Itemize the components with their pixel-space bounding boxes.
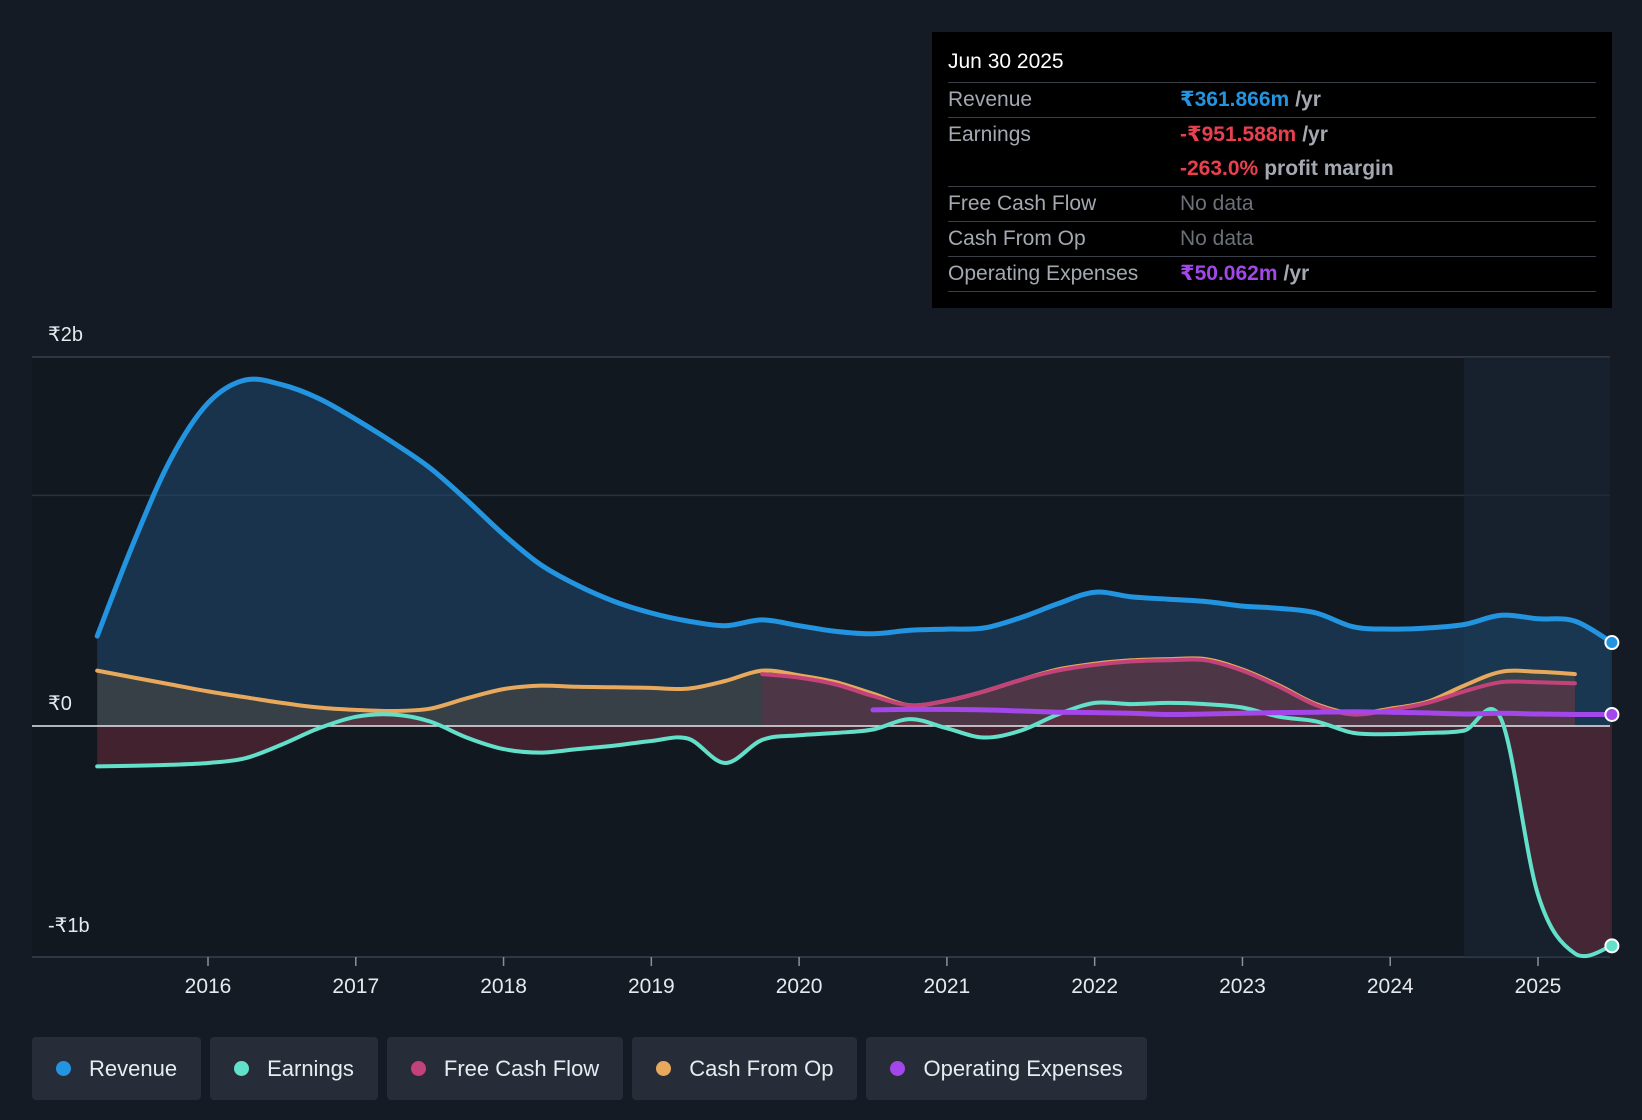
x-tick-label-2016: 2016	[185, 975, 232, 998]
x-tick-label-2019: 2019	[628, 975, 675, 998]
tooltip-row-earnings: Earnings -₹951.588m /yr	[948, 118, 1596, 152]
legend-item-cfo[interactable]: Cash From Op	[632, 1037, 858, 1100]
legend-label-earnings: Earnings	[267, 1055, 354, 1081]
tooltip-opex-value: ₹50.062m	[1180, 262, 1278, 285]
earnings-endpoint	[1604, 938, 1620, 954]
y-tick-label-top: ₹2b	[48, 324, 83, 346]
revenue-area	[97, 379, 1612, 726]
tooltip-opex-unit: /yr	[1283, 262, 1310, 285]
tooltip-fcf-label: Free Cash Flow	[948, 192, 1097, 215]
legend-dot-fcf-icon	[410, 1061, 426, 1076]
tooltip-row-opex: Operating Expenses ₹50.062m /yr	[948, 257, 1596, 292]
operating-expenses-endpoint	[1604, 706, 1620, 722]
operating-expenses-line	[870, 706, 1615, 718]
revenue-line	[94, 376, 1615, 645]
tooltip-revenue-label: Revenue	[948, 88, 1033, 111]
y-axis-labels: ₹2b ₹0 -₹1b	[48, 324, 90, 937]
legend-dot-revenue-icon	[56, 1061, 71, 1076]
tooltip-row-fcf: Free Cash Flow No data	[948, 187, 1596, 222]
x-tick-label-2017: 2017	[332, 975, 379, 998]
tooltip-margin-unit: profit margin	[1264, 157, 1394, 180]
legend-item-revenue[interactable]: Revenue	[32, 1037, 202, 1100]
x-tick-label-2021: 2021	[924, 975, 971, 998]
legend-dot-cfo-icon	[656, 1061, 672, 1076]
tooltip-earnings-value: -₹951.588m	[1180, 123, 1297, 146]
x-tick-label-2025: 2025	[1515, 975, 1562, 998]
series-endpoints	[1604, 635, 1620, 954]
legend-label-fcf: Free Cash Flow	[443, 1055, 600, 1081]
y-tick-label-bottom: -₹1b	[48, 915, 90, 937]
x-tick-label-2018: 2018	[480, 975, 527, 998]
y-tick-label-zero: ₹0	[48, 693, 72, 715]
legend-label-cfo: Cash From Op	[689, 1055, 834, 1081]
hover-tooltip: Jun 30 2025 Revenue ₹361.866m /yr Earnin…	[932, 32, 1612, 308]
tooltip-earnings-unit: /yr	[1302, 123, 1328, 146]
legend-item-earnings[interactable]: Earnings	[210, 1037, 378, 1100]
tooltip-row-cfo: Cash From Op No data	[948, 222, 1596, 257]
earnings-line	[95, 700, 1614, 959]
legend-label-revenue: Revenue	[89, 1055, 178, 1081]
chart-legend: Revenue Earnings Free Cash Flow Cash Fro…	[32, 1037, 1147, 1100]
tooltip-date: Jun 30 2025	[948, 46, 1596, 83]
tooltip-opex-label: Operating Expenses	[948, 262, 1139, 285]
tooltip-margin-spacer	[948, 152, 1180, 186]
legend-label-opex: Operating Expenses	[923, 1055, 1123, 1081]
tooltip-revenue-unit: /yr	[1295, 88, 1321, 111]
x-tick-label-2022: 2022	[1071, 975, 1118, 998]
tooltip-row-margin: -263.0% profit margin	[948, 152, 1596, 187]
tooltip-cfo-value: No data	[1180, 227, 1254, 250]
tooltip-cfo-label: Cash From Op	[948, 227, 1086, 250]
series-areas	[97, 379, 1612, 957]
x-tick-label-2020: 2020	[776, 975, 823, 998]
series-lines	[32, 376, 1615, 959]
legend-item-fcf[interactable]: Free Cash Flow	[386, 1037, 624, 1100]
tooltip-fcf-value: No data	[1180, 192, 1254, 215]
x-tick-label-2024: 2024	[1367, 975, 1414, 998]
x-tick-label-2023: 2023	[1219, 975, 1266, 998]
legend-dot-opex-icon	[890, 1061, 906, 1076]
earnings-area	[97, 702, 1612, 957]
tooltip-revenue-value: ₹361.866m	[1180, 88, 1290, 111]
x-axis: 2016 2017 2018 2019 2020 2021 2022 2023 2024 2025	[185, 957, 1562, 998]
tooltip-earnings-label: Earnings	[948, 123, 1031, 146]
legend-dot-earnings-icon	[234, 1061, 250, 1076]
tooltip-row-revenue: Revenue ₹361.866m /yr	[948, 83, 1596, 118]
legend-item-opex[interactable]: Operating Expenses	[866, 1037, 1147, 1100]
free-cash-flow-line	[760, 657, 1577, 717]
revenue-endpoint	[1604, 635, 1620, 651]
tooltip-margin-value: -263.0%	[1180, 157, 1259, 180]
